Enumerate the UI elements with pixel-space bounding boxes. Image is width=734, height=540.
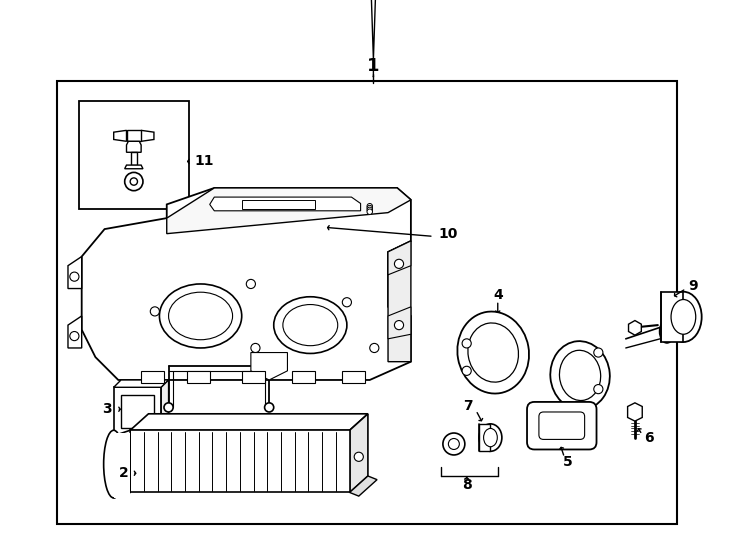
Polygon shape (126, 141, 141, 152)
Circle shape (150, 307, 159, 316)
Circle shape (342, 298, 352, 307)
Circle shape (247, 279, 255, 288)
Polygon shape (167, 188, 411, 234)
Text: 3: 3 (102, 402, 112, 416)
Ellipse shape (559, 350, 600, 401)
Polygon shape (68, 316, 81, 348)
Circle shape (443, 433, 465, 455)
Ellipse shape (665, 292, 702, 342)
Polygon shape (68, 256, 81, 288)
Polygon shape (161, 380, 169, 435)
Polygon shape (81, 188, 411, 380)
Ellipse shape (671, 300, 696, 334)
Circle shape (462, 339, 471, 348)
Bar (114, 433, 130, 498)
Polygon shape (388, 241, 411, 275)
Ellipse shape (283, 305, 338, 346)
Text: 8: 8 (462, 478, 471, 492)
Ellipse shape (484, 428, 498, 447)
Polygon shape (141, 371, 164, 383)
Circle shape (367, 205, 372, 211)
Circle shape (394, 259, 404, 268)
Text: 4: 4 (493, 288, 503, 302)
Polygon shape (251, 353, 288, 380)
Polygon shape (292, 371, 315, 383)
Polygon shape (349, 476, 377, 496)
Circle shape (367, 209, 372, 214)
Bar (661, 292, 683, 342)
Polygon shape (388, 241, 411, 362)
Circle shape (462, 366, 471, 375)
Polygon shape (241, 371, 264, 383)
Circle shape (367, 204, 372, 209)
Circle shape (594, 384, 603, 394)
Bar (79, 101, 189, 209)
Text: 1: 1 (367, 57, 379, 75)
Ellipse shape (550, 341, 610, 410)
Circle shape (251, 343, 260, 353)
Ellipse shape (274, 297, 347, 354)
Circle shape (130, 178, 137, 185)
Bar (479, 424, 490, 451)
Polygon shape (459, 307, 635, 399)
Ellipse shape (164, 403, 173, 412)
Polygon shape (125, 165, 143, 168)
Text: 11: 11 (195, 154, 214, 168)
Circle shape (448, 438, 459, 449)
Bar (121, 395, 154, 428)
Polygon shape (241, 200, 315, 209)
Polygon shape (628, 403, 642, 421)
Polygon shape (628, 321, 642, 335)
Ellipse shape (479, 424, 502, 451)
Ellipse shape (264, 403, 274, 412)
Circle shape (125, 172, 143, 191)
Text: 6: 6 (644, 430, 654, 444)
Ellipse shape (103, 430, 124, 498)
Text: 7: 7 (462, 399, 473, 413)
Polygon shape (114, 430, 130, 498)
Circle shape (70, 332, 79, 341)
Polygon shape (114, 130, 126, 141)
Polygon shape (187, 371, 210, 383)
Text: 5: 5 (562, 455, 572, 469)
Text: 9: 9 (688, 279, 697, 293)
Circle shape (394, 321, 404, 330)
Circle shape (370, 343, 379, 353)
Polygon shape (126, 130, 141, 141)
Ellipse shape (457, 312, 529, 394)
FancyBboxPatch shape (527, 402, 597, 449)
Polygon shape (141, 130, 154, 141)
Ellipse shape (169, 292, 233, 340)
Bar (131, 152, 137, 165)
Ellipse shape (468, 323, 518, 382)
Text: 10: 10 (438, 227, 458, 241)
Bar (130, 430, 349, 492)
FancyBboxPatch shape (539, 412, 585, 440)
Circle shape (594, 348, 603, 357)
Polygon shape (210, 197, 360, 211)
Polygon shape (388, 307, 411, 339)
Text: 2: 2 (119, 466, 128, 480)
Bar (114, 387, 161, 435)
Ellipse shape (159, 284, 241, 348)
Circle shape (70, 272, 79, 281)
Circle shape (367, 207, 372, 213)
Polygon shape (349, 414, 368, 492)
Bar (57, 81, 677, 524)
Circle shape (355, 452, 363, 461)
Polygon shape (342, 371, 366, 383)
Polygon shape (130, 414, 368, 430)
Polygon shape (114, 380, 169, 387)
Ellipse shape (660, 320, 675, 343)
